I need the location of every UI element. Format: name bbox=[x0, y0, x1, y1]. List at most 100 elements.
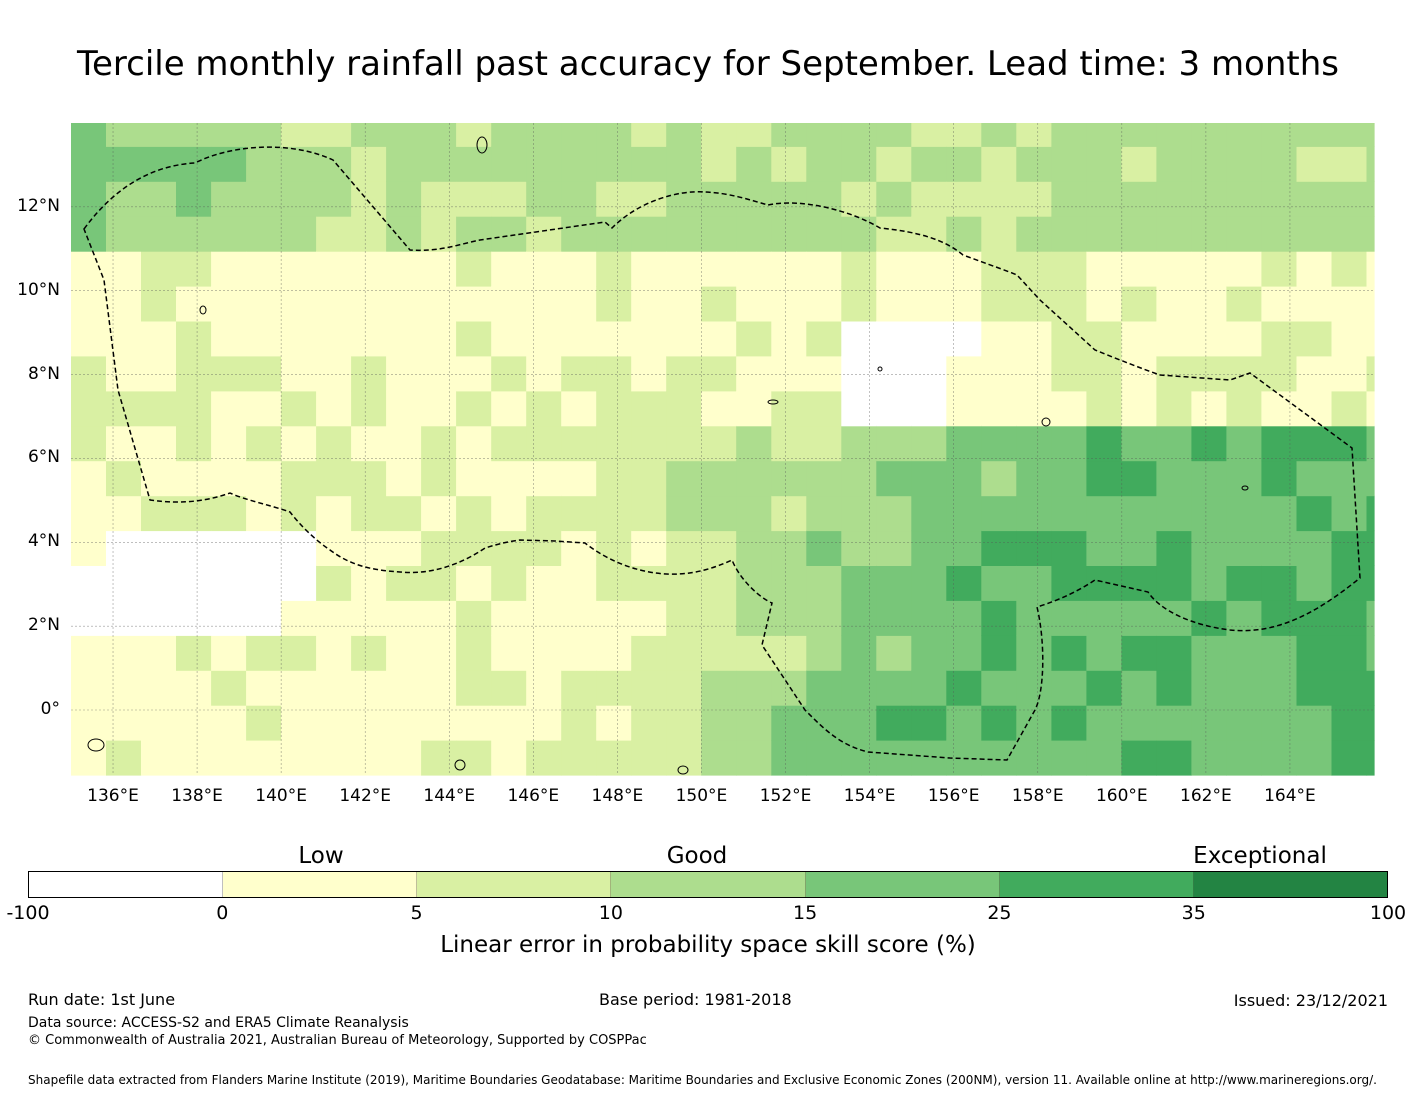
skill-cell bbox=[1086, 460, 1122, 497]
skill-cell bbox=[736, 251, 772, 287]
skill-cell bbox=[876, 670, 912, 706]
skill-cell bbox=[1051, 530, 1087, 566]
skill-cell bbox=[666, 216, 702, 252]
skill-cell bbox=[1191, 460, 1227, 497]
skill-cell bbox=[246, 123, 282, 147]
skill-cell bbox=[1051, 495, 1087, 532]
skill-cell bbox=[596, 565, 632, 601]
skill-cell bbox=[666, 251, 702, 287]
skill-cell bbox=[141, 390, 177, 427]
skill-cell bbox=[316, 390, 352, 427]
skill-cell bbox=[176, 740, 212, 776]
skill-cell bbox=[666, 600, 702, 636]
skill-cell bbox=[421, 123, 457, 147]
skill-cell bbox=[526, 181, 562, 217]
island-outlines bbox=[87, 136, 1249, 775]
skill-cell bbox=[456, 425, 492, 462]
skill-cell bbox=[736, 286, 772, 322]
colorbar-tick-label: 10 bbox=[598, 902, 623, 924]
lon-tick-label: 148°E bbox=[591, 786, 644, 806]
skill-cell bbox=[1191, 635, 1227, 671]
lon-tick-label: 140°E bbox=[255, 786, 307, 806]
issued-date: Issued: 23/12/2021 bbox=[1233, 991, 1388, 1010]
skill-cell bbox=[1086, 740, 1122, 776]
skill-cell bbox=[386, 495, 422, 532]
skill-cell bbox=[351, 565, 387, 601]
skill-cell bbox=[1296, 355, 1333, 392]
skill-cell bbox=[491, 390, 527, 427]
skill-cell bbox=[806, 320, 842, 357]
skill-cell bbox=[841, 320, 877, 357]
skill-cell bbox=[1156, 146, 1192, 182]
skill-cell bbox=[211, 251, 247, 287]
skill-cell bbox=[1156, 251, 1192, 287]
skill-cell bbox=[316, 670, 352, 706]
skill-cell bbox=[981, 216, 1017, 252]
skill-cell bbox=[1051, 670, 1087, 706]
skill-cell bbox=[561, 635, 597, 671]
skill-cell bbox=[1086, 495, 1122, 532]
skill-cell bbox=[1156, 320, 1192, 357]
skill-cell bbox=[806, 355, 842, 392]
skill-cell bbox=[666, 460, 702, 497]
skill-cell bbox=[1366, 740, 1375, 776]
skill-cell bbox=[281, 425, 317, 462]
skill-cell bbox=[1121, 216, 1157, 252]
skill-cell bbox=[841, 425, 877, 462]
skill-cell bbox=[981, 530, 1017, 566]
skill-cell bbox=[351, 460, 387, 497]
skill-cell bbox=[1191, 355, 1227, 392]
skill-cell bbox=[1086, 565, 1122, 601]
skill-cell bbox=[1191, 251, 1227, 287]
skill-cell bbox=[1191, 425, 1227, 462]
skill-cell bbox=[316, 495, 352, 532]
skill-cell bbox=[1156, 390, 1192, 427]
skill-cell bbox=[631, 181, 667, 217]
skill-cell bbox=[1051, 286, 1087, 322]
skill-cell bbox=[841, 181, 877, 217]
skill-cell bbox=[946, 355, 982, 392]
skill-cell bbox=[561, 425, 597, 462]
skill-cell bbox=[316, 251, 352, 287]
skill-cell bbox=[946, 670, 982, 706]
skill-cell bbox=[631, 390, 667, 427]
skill-cell bbox=[596, 286, 632, 322]
skill-cell bbox=[421, 740, 457, 776]
colorbar-segment bbox=[417, 872, 612, 897]
skill-cell bbox=[106, 530, 142, 566]
skill-cell bbox=[491, 600, 527, 636]
skill-cell bbox=[876, 216, 912, 252]
skill-cell bbox=[526, 216, 562, 252]
skill-cell bbox=[1331, 460, 1368, 497]
skill-cell bbox=[141, 320, 177, 357]
map-gridlines bbox=[71, 123, 1374, 775]
skill-cell bbox=[981, 320, 1017, 357]
skill-cell bbox=[1121, 495, 1157, 532]
skill-cell bbox=[1051, 251, 1087, 287]
skill-cell bbox=[946, 286, 982, 322]
skill-cell bbox=[771, 123, 807, 147]
skill-cell bbox=[246, 146, 282, 182]
skill-cell bbox=[491, 355, 527, 392]
skill-cell bbox=[631, 355, 667, 392]
skill-cell bbox=[771, 251, 807, 287]
skill-cell bbox=[71, 251, 107, 287]
category-low: Low bbox=[298, 843, 344, 869]
skill-cell bbox=[596, 705, 632, 741]
skill-cell bbox=[211, 495, 247, 532]
skill-cell bbox=[526, 670, 562, 706]
skill-cell bbox=[1261, 600, 1297, 636]
skill-cell bbox=[561, 460, 597, 497]
skill-cell bbox=[141, 425, 177, 462]
skill-cell bbox=[1331, 123, 1368, 147]
skill-cell bbox=[1016, 286, 1052, 322]
skill-cell bbox=[71, 390, 107, 427]
skill-cell bbox=[211, 146, 247, 182]
lon-tick-label: 154°E bbox=[843, 786, 896, 806]
skill-cell bbox=[456, 565, 492, 601]
skill-cell bbox=[1121, 705, 1157, 741]
skill-cell bbox=[281, 355, 317, 392]
skill-cell bbox=[1191, 286, 1227, 322]
skill-cell bbox=[1261, 216, 1297, 252]
data-source: Data source: ACCESS-S2 and ERA5 Climate … bbox=[28, 1015, 409, 1031]
